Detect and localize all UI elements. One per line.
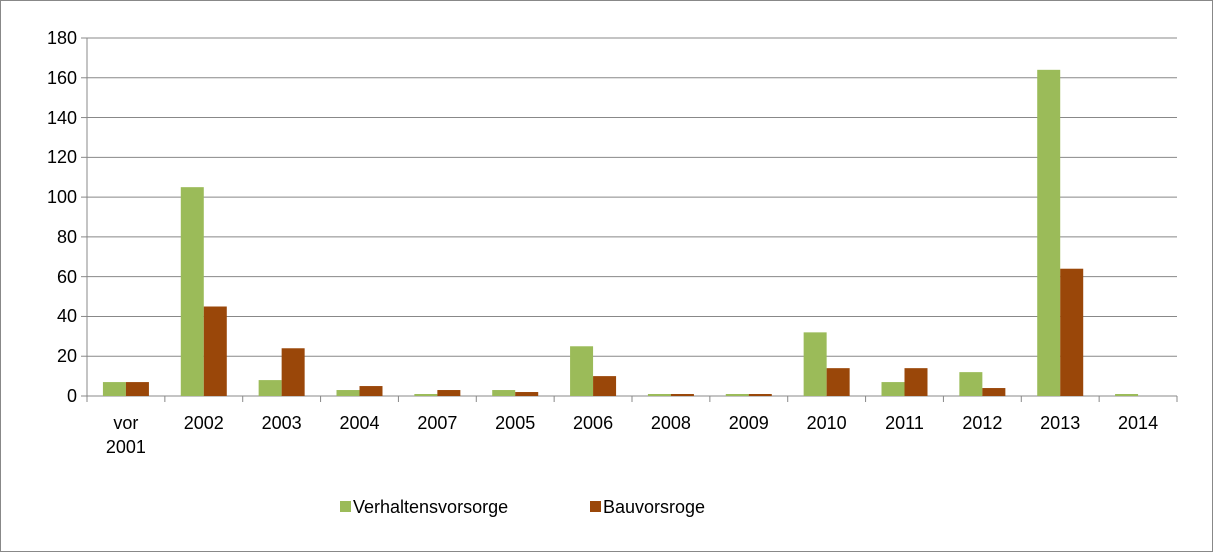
x-tick-label: 2011 xyxy=(885,413,924,433)
x-tick-label: 2003 xyxy=(261,413,302,433)
x-tick-label: 2013 xyxy=(1040,413,1081,433)
bar xyxy=(437,390,461,396)
bar xyxy=(647,394,671,396)
bar xyxy=(826,368,850,396)
bar xyxy=(593,376,617,396)
bar xyxy=(904,368,928,396)
legend-swatch xyxy=(340,501,351,512)
bar xyxy=(1060,268,1084,396)
x-tick-label: 2010 xyxy=(806,413,847,433)
bar xyxy=(125,382,149,396)
bar xyxy=(803,332,827,396)
bar xyxy=(570,346,594,396)
y-tick-label: 120 xyxy=(46,147,77,168)
y-tick-label: 0 xyxy=(66,386,77,406)
bar xyxy=(670,394,694,396)
x-tick-label: 2008 xyxy=(650,413,691,433)
bar xyxy=(203,306,227,396)
x-tick-label: 2005 xyxy=(495,413,536,433)
bar xyxy=(959,372,983,396)
bar xyxy=(515,392,539,396)
legend-label: Bauvorsroge xyxy=(603,497,706,517)
x-tick-label: 2014 xyxy=(1118,413,1159,433)
x-tick-label: vor 2001 xyxy=(105,413,146,457)
y-tick-label: 40 xyxy=(56,306,77,327)
y-tick-label: 100 xyxy=(46,187,77,208)
x-tick-label: 2006 xyxy=(573,413,614,433)
legend-label: Verhaltensvorsorge xyxy=(353,497,509,517)
bar xyxy=(180,187,204,396)
bar xyxy=(258,380,282,396)
x-tick-label: 2002 xyxy=(183,413,224,433)
y-tick-label: 140 xyxy=(46,107,77,128)
bar xyxy=(492,390,516,396)
bar xyxy=(1115,394,1139,396)
legend-swatch xyxy=(590,501,601,512)
bar xyxy=(725,394,749,396)
bar xyxy=(414,394,438,396)
x-tick-label: 2007 xyxy=(417,413,458,433)
bar xyxy=(982,388,1006,396)
bar xyxy=(102,382,126,396)
bar xyxy=(281,348,305,396)
y-tick-label: 180 xyxy=(46,28,77,48)
bar xyxy=(336,390,360,396)
bar xyxy=(881,382,905,396)
x-tick-label: 2009 xyxy=(728,413,769,433)
y-tick-label: 80 xyxy=(56,226,77,247)
bar xyxy=(359,386,383,396)
bar xyxy=(1037,69,1061,397)
x-tick-label: 2012 xyxy=(962,413,1003,433)
y-tick-label: 60 xyxy=(56,266,77,287)
x-tick-label: 2004 xyxy=(339,413,380,433)
bar xyxy=(748,394,772,396)
y-tick-label: 20 xyxy=(56,346,77,367)
y-tick-label: 160 xyxy=(46,67,77,88)
